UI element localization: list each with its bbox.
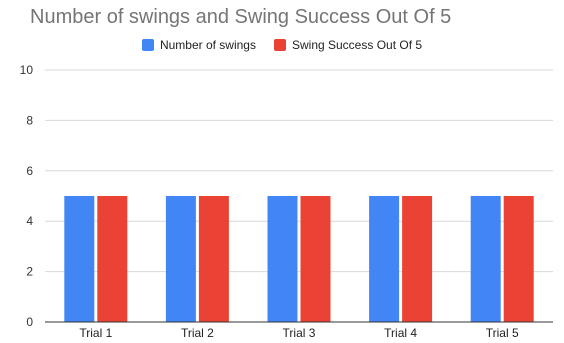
chart-title: Number of swings and Swing Success Out O… — [30, 6, 452, 28]
bar-number-of-swings-1[interactable] — [64, 196, 95, 322]
bar-number-of-swings-4[interactable] — [369, 196, 400, 322]
x-tick-label: Trial 5 — [486, 326, 519, 340]
bar-swing-success-4[interactable] — [402, 196, 433, 322]
x-tick-label: Trial 4 — [384, 326, 417, 340]
bar-number-of-swings-2[interactable] — [165, 196, 196, 322]
y-tick-label: 8 — [26, 113, 33, 127]
x-tick-label: Trial 2 — [181, 326, 214, 340]
legend-label: Number of swings — [159, 38, 256, 52]
legend-swatch-blue — [141, 39, 154, 51]
legend-item-series-2[interactable]: Swing Success Out Of 5 — [273, 38, 423, 52]
bar-swing-success-2[interactable] — [198, 196, 229, 322]
x-tick-label: Trial 1 — [79, 326, 112, 340]
y-tick-label: 4 — [26, 214, 33, 228]
y-tick-label: 10 — [20, 63, 34, 77]
legend: Number of swings Swing Success Out Of 5 — [0, 38, 564, 52]
bar-number-of-swings-5[interactable] — [470, 196, 501, 322]
bar-swing-success-5[interactable] — [503, 196, 534, 322]
bar-swing-success-3[interactable] — [300, 196, 331, 322]
bar-number-of-swings-3[interactable] — [267, 196, 298, 322]
legend-label: Swing Success Out Of 5 — [291, 38, 423, 52]
bar-swing-success-1[interactable] — [97, 196, 128, 322]
y-tick-label: 2 — [26, 265, 33, 279]
legend-item-series-1[interactable]: Number of swings — [141, 38, 256, 52]
y-tick-label: 0 — [26, 315, 33, 329]
legend-swatch-red — [273, 39, 286, 51]
x-tick-label: Trial 3 — [283, 326, 316, 340]
y-tick-label: 6 — [26, 164, 33, 178]
